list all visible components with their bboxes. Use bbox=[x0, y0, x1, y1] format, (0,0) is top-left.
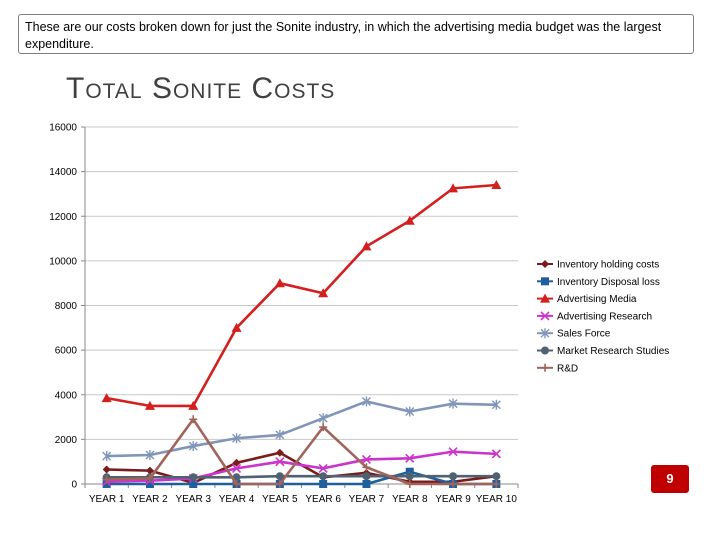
legend-marker-sales-force bbox=[540, 328, 550, 339]
data-point-advertising-research bbox=[275, 457, 285, 467]
data-point-market-research-studies bbox=[275, 472, 284, 481]
slide-title: Total Sonite Costs bbox=[66, 72, 336, 105]
data-point-inventory-disposal-loss bbox=[319, 480, 328, 488]
data-point-advertising-media bbox=[491, 180, 502, 190]
legend-label-inventory-disposal-loss: Inventory Disposal loss bbox=[557, 277, 660, 288]
data-point-advertising-media bbox=[144, 400, 155, 410]
y-tick-label: 4000 bbox=[55, 390, 78, 401]
series-line-r-d bbox=[106, 417, 497, 486]
data-point-advertising-research bbox=[491, 449, 501, 459]
data-point-inventory-holding-costs bbox=[145, 466, 154, 475]
x-tick-label: YEAR 9 bbox=[435, 494, 471, 505]
series-line-advertising-media bbox=[106, 183, 497, 408]
data-point-r-d bbox=[275, 480, 284, 488]
data-point-inventory-holding-costs bbox=[102, 465, 111, 474]
data-point-advertising-research bbox=[231, 463, 242, 473]
legend-label-market-research-studies: Market Research Studies bbox=[557, 346, 669, 357]
data-point-market-research-studies bbox=[405, 472, 414, 481]
legend-marker-r-d bbox=[541, 363, 549, 372]
legend-label-advertising-media: Advertising Media bbox=[557, 294, 637, 305]
data-point-advertising-media bbox=[188, 400, 199, 410]
y-tick-label: 8000 bbox=[55, 301, 78, 312]
data-point-market-research-studies bbox=[319, 472, 328, 481]
data-point-inventory-holding-costs bbox=[275, 448, 284, 457]
data-point-sales-force bbox=[145, 449, 155, 460]
legend-marker-market-research-studies bbox=[541, 346, 549, 355]
data-point-market-research-studies bbox=[449, 472, 458, 481]
y-tick-label: 16000 bbox=[49, 123, 77, 134]
x-tick-label: YEAR 4 bbox=[219, 494, 255, 505]
legend-label-inventory-holding-costs: Inventory holding costs bbox=[557, 260, 659, 271]
y-tick-label: 2000 bbox=[55, 435, 78, 446]
data-point-market-research-studies bbox=[492, 472, 501, 481]
data-point-r-d bbox=[492, 480, 501, 488]
data-point-market-research-studies bbox=[189, 473, 198, 482]
data-point-inventory-disposal-loss bbox=[189, 480, 198, 488]
data-point-sales-force bbox=[448, 398, 458, 409]
y-tick-label: 6000 bbox=[55, 346, 78, 357]
series-line-market-research-studies bbox=[106, 474, 497, 479]
x-tick-label: YEAR 2 bbox=[132, 494, 168, 505]
legend-label-r-d: R&D bbox=[557, 363, 578, 374]
page-number-badge: 9 bbox=[651, 465, 689, 493]
data-point-advertising-media bbox=[404, 215, 415, 225]
legend-label-advertising-research: Advertising Research bbox=[557, 311, 652, 322]
data-point-inventory-disposal-loss bbox=[405, 467, 414, 476]
data-point-r-d bbox=[102, 475, 111, 484]
data-point-advertising-media bbox=[318, 288, 329, 298]
x-tick-label: YEAR 6 bbox=[305, 494, 341, 505]
data-point-advertising-media bbox=[448, 183, 459, 193]
data-point-r-d bbox=[405, 480, 414, 488]
speaker-note-box: These are our costs broken down for just… bbox=[18, 14, 694, 54]
legend-marker-inventory-disposal-loss bbox=[541, 277, 549, 286]
data-point-r-d bbox=[189, 415, 198, 424]
data-point-advertising-media bbox=[274, 278, 285, 288]
y-tick-label: 12000 bbox=[49, 212, 77, 223]
x-tick-label: YEAR 10 bbox=[476, 494, 518, 505]
data-point-inventory-disposal-loss bbox=[145, 480, 154, 488]
y-tick-label: 10000 bbox=[49, 256, 77, 267]
data-point-r-d bbox=[449, 480, 458, 488]
data-point-inventory-holding-costs bbox=[232, 458, 241, 467]
data-point-r-d bbox=[362, 463, 371, 472]
data-point-market-research-studies bbox=[362, 472, 371, 481]
x-tick-label: YEAR 3 bbox=[175, 494, 211, 505]
data-point-advertising-media bbox=[101, 393, 112, 403]
data-point-advertising-research bbox=[318, 463, 328, 473]
data-point-r-d bbox=[319, 423, 328, 432]
speaker-note-text: These are our costs broken down for just… bbox=[25, 20, 662, 51]
y-tick-label: 14000 bbox=[49, 167, 77, 178]
data-point-inventory-disposal-loss bbox=[362, 480, 371, 488]
x-tick-label: YEAR 5 bbox=[262, 494, 298, 505]
data-point-sales-force bbox=[405, 406, 415, 417]
data-point-sales-force bbox=[318, 413, 328, 424]
y-tick-label: 0 bbox=[71, 480, 77, 491]
data-point-sales-force bbox=[188, 441, 198, 452]
x-tick-label: YEAR 1 bbox=[89, 494, 125, 505]
data-point-r-d bbox=[145, 474, 154, 483]
legend-marker-advertising-media bbox=[540, 293, 550, 303]
data-point-sales-force bbox=[102, 451, 112, 462]
legend-marker-inventory-holding-costs bbox=[541, 260, 549, 268]
data-point-sales-force bbox=[275, 429, 285, 440]
data-point-advertising-research bbox=[361, 454, 372, 465]
series-line-sales-force bbox=[106, 400, 497, 458]
data-point-advertising-research bbox=[448, 447, 458, 457]
data-point-advertising-media bbox=[231, 322, 242, 332]
series-line-advertising-research bbox=[106, 450, 497, 484]
data-point-sales-force bbox=[491, 399, 501, 410]
data-point-sales-force bbox=[232, 433, 242, 444]
series-line-inventory-disposal-loss bbox=[106, 470, 497, 486]
x-tick-label: YEAR 8 bbox=[392, 494, 428, 505]
legend-marker-advertising-research bbox=[540, 311, 550, 321]
data-point-advertising-media bbox=[361, 241, 372, 251]
data-point-advertising-research bbox=[405, 453, 415, 463]
legend-label-sales-force: Sales Force bbox=[557, 329, 611, 340]
data-point-inventory-disposal-loss bbox=[102, 480, 111, 488]
data-point-r-d bbox=[232, 480, 241, 488]
x-tick-label: YEAR 7 bbox=[349, 494, 385, 505]
data-point-sales-force bbox=[361, 396, 371, 407]
